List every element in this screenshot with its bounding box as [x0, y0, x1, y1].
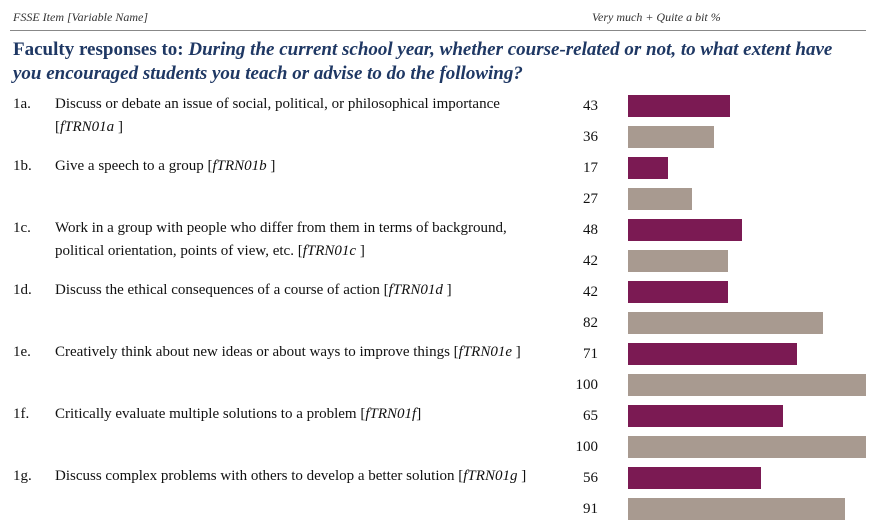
bar — [628, 405, 783, 427]
variable-name: fTRN01d — [388, 282, 443, 298]
bar — [628, 188, 693, 210]
value-label: 56 — [583, 470, 598, 486]
header-right: Very much + Quite a bit % — [592, 10, 721, 24]
value-label: 100 — [575, 377, 599, 393]
item-label: Creatively think about new ideas or abou… — [55, 344, 459, 360]
item-label: Work in a group with people who differ f… — [55, 220, 507, 259]
bar — [628, 126, 714, 148]
value-label: 48 — [583, 222, 598, 238]
bar — [628, 498, 845, 520]
bar — [628, 219, 743, 241]
item-label-end: ] — [512, 344, 521, 360]
item-code: 1g. — [13, 468, 32, 484]
variable-name: fTRN01a — [60, 119, 115, 135]
item-label-end: ] — [517, 468, 527, 484]
bar — [628, 312, 824, 334]
variable-name: fTRN01g — [463, 468, 518, 484]
value-label: 42 — [583, 253, 598, 269]
value-label: 42 — [583, 284, 598, 300]
item-code: 1c. — [13, 220, 31, 236]
value-label: 91 — [583, 501, 598, 517]
bar — [628, 281, 728, 303]
item-label: Discuss complex problems with others to … — [55, 468, 464, 484]
value-label: 100 — [575, 439, 599, 455]
item-code: 1b. — [13, 158, 32, 174]
item-label-end: ] — [266, 158, 276, 174]
value-label: 71 — [583, 346, 598, 362]
bar — [628, 467, 762, 489]
bar — [628, 343, 797, 365]
item-label: Discuss the ethical consequences of a co… — [55, 282, 389, 298]
value-label: 82 — [583, 315, 598, 331]
item-text: Discuss the ethical consequences of a co… — [55, 279, 555, 302]
bar — [628, 95, 731, 117]
bar — [628, 436, 866, 458]
item-text: Give a speech to a group [fTRN01b ] — [55, 155, 555, 178]
item-label: Critically evaluate multiple solutions t… — [55, 406, 366, 422]
value-label: 36 — [583, 129, 598, 145]
header-left: FSSE Item [Variable Name] — [13, 10, 148, 24]
value-label: 27 — [583, 191, 598, 207]
item-label-end: ] — [356, 243, 365, 259]
bar — [628, 157, 669, 179]
item-text: Creatively think about new ideas or abou… — [55, 341, 555, 364]
item-code: 1f. — [13, 406, 30, 422]
item-text: Discuss or debate an issue of social, po… — [55, 93, 555, 139]
item-code: 1d. — [13, 282, 32, 298]
title-question: During the current school year, whether … — [13, 39, 833, 84]
item-label-end: ] — [114, 119, 123, 135]
variable-name: fTRN01e — [458, 344, 513, 360]
item-text: Work in a group with people who differ f… — [55, 217, 555, 263]
item-code: 1a. — [13, 96, 31, 112]
variable-name: fTRN01f — [365, 406, 417, 422]
item-label-end: ] — [416, 406, 422, 422]
variable-name: fTRN01b — [212, 158, 267, 174]
bar — [628, 250, 728, 272]
header-rule — [10, 30, 866, 31]
value-label: 43 — [583, 98, 598, 114]
title: Faculty responses to: During the current… — [13, 38, 863, 86]
item-code: 1e. — [13, 344, 31, 360]
value-label: 17 — [583, 160, 598, 176]
item-text: Critically evaluate multiple solutions t… — [55, 403, 555, 426]
variable-name: fTRN01c — [302, 243, 357, 259]
title-lead: Faculty responses to: — [13, 39, 184, 60]
item-text: Discuss complex problems with others to … — [55, 465, 555, 488]
bar — [628, 374, 866, 396]
value-label: 65 — [583, 408, 598, 424]
item-label: Give a speech to a group [ — [55, 158, 213, 174]
item-label-end: ] — [442, 282, 452, 298]
item-label: Discuss or debate an issue of social, po… — [55, 96, 500, 135]
